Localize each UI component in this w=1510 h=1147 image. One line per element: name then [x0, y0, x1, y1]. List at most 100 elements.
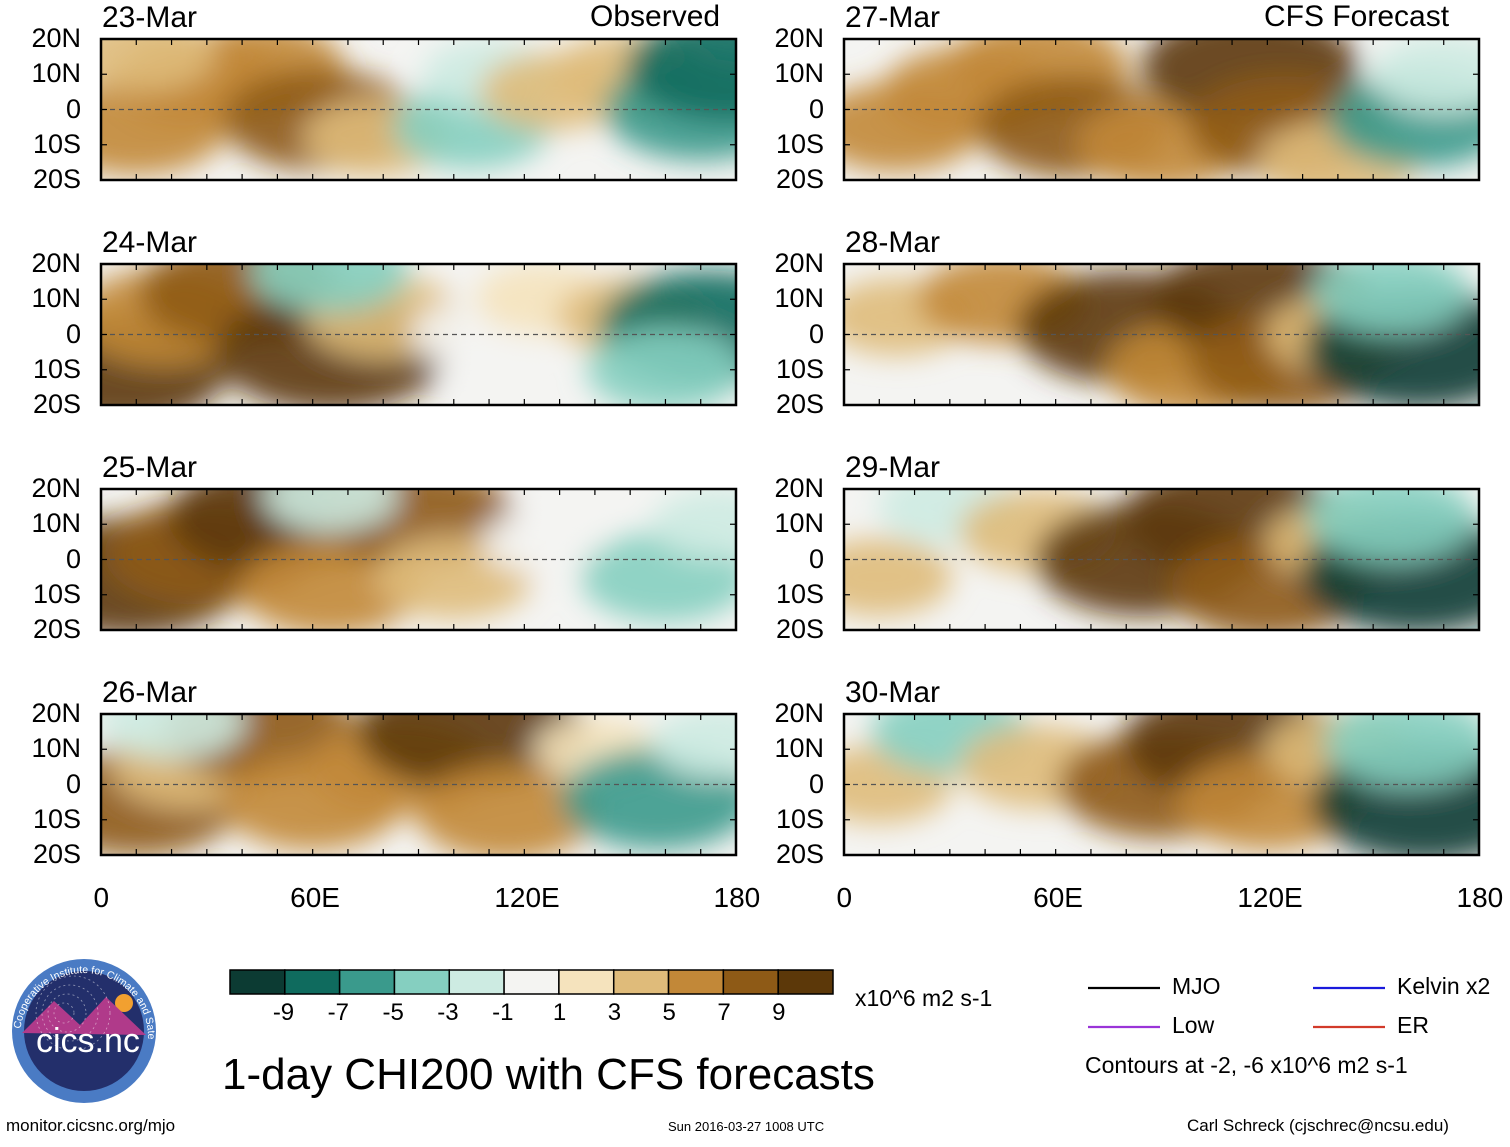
- contour-legend: [1088, 988, 1385, 1027]
- lat-tick-label: 0: [9, 321, 81, 348]
- lon-tick-label: 180: [714, 884, 761, 912]
- panel-date-label: 23-Mar: [102, 3, 197, 33]
- column-label-forecast: CFS Forecast: [1264, 2, 1449, 32]
- colorbar: [230, 970, 833, 994]
- panel-27-Mar: [812, 10, 1510, 204]
- lat-tick-label: 0: [752, 771, 824, 798]
- colorbar-tick-label: -3: [437, 1001, 458, 1025]
- lat-tick-label: 10N: [9, 60, 81, 87]
- lon-tick-label: 60E: [290, 884, 340, 912]
- lon-tick-label: 0: [94, 884, 110, 912]
- lat-tick-label: 10N: [9, 285, 81, 312]
- colorbar-tick-label: 7: [717, 1001, 730, 1025]
- lat-tick-label: 20N: [9, 700, 81, 727]
- colorbar-tick-label: 1: [553, 1001, 566, 1025]
- colorbar-swatch: [340, 970, 395, 994]
- anomaly-blob: [251, 229, 409, 313]
- author-credit: Carl Schreck (cjschrec@ncsu.edu): [1187, 1117, 1449, 1134]
- anomaly-blob: [1371, 35, 1510, 113]
- anomaly-blob: [263, 460, 397, 532]
- colorbar-tick-label: 9: [772, 1001, 785, 1025]
- lat-tick-label: 0: [752, 96, 824, 123]
- colorbar-tick-label: 3: [608, 1001, 621, 1025]
- lat-tick-label: 20S: [9, 616, 81, 643]
- anomaly-blob: [806, 538, 952, 616]
- legend-label: ER: [1397, 1014, 1429, 1037]
- colorbar-tick-label: -7: [328, 1001, 349, 1025]
- lat-tick-label: 0: [752, 321, 824, 348]
- legend-label: Low: [1172, 1014, 1214, 1037]
- colorbar-swatch: [778, 970, 833, 994]
- panel-28-Mar: [824, 242, 1510, 418]
- panel-date-label: 30-Mar: [845, 678, 940, 708]
- lon-tick-label: 0: [837, 884, 853, 912]
- lat-tick-label: 0: [752, 546, 824, 573]
- panel-30-Mar: [806, 685, 1510, 862]
- panel-29-Mar: [806, 460, 1510, 639]
- colorbar-swatch: [614, 970, 669, 994]
- contours-note: Contours at -2, -6 x10^6 m2 s-1: [1085, 1054, 1408, 1077]
- lat-tick-label: 20N: [752, 25, 824, 52]
- colorbar-swatch: [669, 970, 724, 994]
- lat-tick-label: 20S: [752, 166, 824, 193]
- colorbar-swatch: [394, 970, 449, 994]
- lat-tick-label: 10S: [752, 806, 824, 833]
- colorbar-tick-label: 5: [663, 1001, 676, 1025]
- lat-tick-label: 10S: [752, 356, 824, 383]
- colorbar-swatch: [723, 970, 778, 994]
- website-link[interactable]: monitor.cicsnc.org/mjo: [6, 1117, 175, 1134]
- panel-date-label: 28-Mar: [845, 228, 940, 258]
- panel-date-label: 29-Mar: [845, 453, 940, 483]
- colorbar-tick-label: -9: [273, 1001, 294, 1025]
- colorbar-tick-label: -1: [492, 1001, 513, 1025]
- panel-23-Mar: [45, 13, 832, 180]
- lat-tick-label: 10N: [9, 510, 81, 537]
- panel-date-label: 27-Mar: [845, 3, 940, 33]
- lat-tick-label: 20S: [9, 841, 81, 868]
- timestamp: Sun 2016-03-27 1008 UTC: [668, 1120, 824, 1133]
- lat-tick-label: 10S: [9, 806, 81, 833]
- lon-tick-label: 60E: [1033, 884, 1083, 912]
- lat-tick-label: 10N: [9, 735, 81, 762]
- colorbar-swatch: [559, 970, 614, 994]
- lat-tick-label: 10N: [752, 60, 824, 87]
- lat-tick-label: 20S: [9, 391, 81, 418]
- colorbar-tick-label: -5: [382, 1001, 403, 1025]
- lat-tick-label: 10N: [752, 735, 824, 762]
- lat-tick-label: 20S: [752, 616, 824, 643]
- colorbar-swatch: [285, 970, 340, 994]
- lon-tick-label: 180: [1457, 884, 1504, 912]
- lat-tick-label: 20N: [752, 250, 824, 277]
- anomaly-blob: [1306, 472, 1476, 562]
- lat-tick-label: 0: [9, 546, 81, 573]
- lat-tick-label: 10N: [752, 510, 824, 537]
- lon-tick-label: 120E: [494, 884, 559, 912]
- lat-tick-label: 10S: [9, 581, 81, 608]
- legend-label: Kelvin x2: [1397, 975, 1490, 998]
- panel-25-Mar: [14, 460, 785, 637]
- lat-tick-label: 0: [9, 96, 81, 123]
- panel-date-label: 26-Mar: [102, 678, 197, 708]
- colorbar-swatch: [504, 970, 559, 994]
- lat-tick-label: 20S: [752, 841, 824, 868]
- lat-tick-label: 20S: [9, 166, 81, 193]
- lon-tick-label: 120E: [1237, 884, 1302, 912]
- lat-tick-label: 10S: [752, 131, 824, 158]
- anomaly-blob: [1323, 697, 1493, 787]
- colorbar-units: x10^6 m2 s-1: [855, 987, 992, 1010]
- lat-tick-label: 20N: [9, 25, 81, 52]
- lat-tick-label: 0: [9, 771, 81, 798]
- colorbar-swatch: [449, 970, 504, 994]
- lat-tick-label: 20N: [9, 250, 81, 277]
- chart-title: 1-day CHI200 with CFS forecasts: [222, 1053, 875, 1097]
- lat-tick-label: 10S: [9, 356, 81, 383]
- panel-date-label: 24-Mar: [102, 228, 197, 258]
- logo-text: cics.nc: [36, 1024, 140, 1058]
- legend-label: MJO: [1172, 975, 1221, 998]
- lat-tick-label: 10S: [9, 131, 81, 158]
- lat-tick-label: 20N: [752, 700, 824, 727]
- lat-tick-label: 20S: [752, 391, 824, 418]
- lat-tick-label: 10S: [752, 581, 824, 608]
- column-label-observed: Observed: [590, 2, 720, 32]
